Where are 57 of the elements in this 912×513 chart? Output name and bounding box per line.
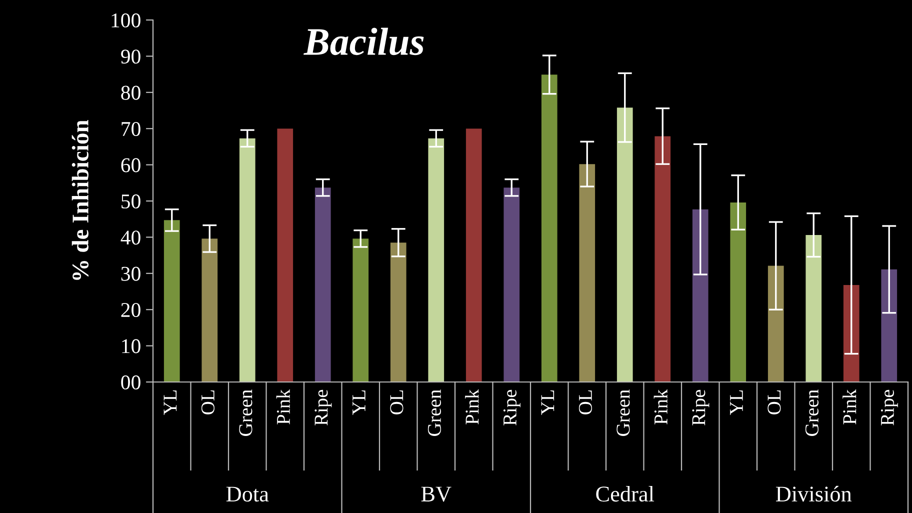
x-tick-label: YL bbox=[352, 390, 366, 415]
bar bbox=[730, 202, 746, 382]
x-tick-label: Ripe bbox=[503, 390, 520, 426]
x-tick-label: Green bbox=[805, 390, 818, 436]
chart-title: Bacilus bbox=[304, 28, 424, 56]
bar bbox=[579, 164, 596, 382]
x-tick-label: Green bbox=[428, 390, 441, 436]
bar bbox=[692, 209, 708, 382]
x-tick-label: YL bbox=[164, 390, 177, 415]
x-tick-label: Ripe bbox=[880, 390, 898, 426]
x-tick-label: OL bbox=[578, 390, 592, 414]
bar bbox=[428, 138, 444, 382]
y-tick-label: 20 bbox=[121, 302, 140, 318]
bar bbox=[881, 269, 898, 382]
x-tick-label: Green bbox=[616, 390, 630, 436]
y-tick-label: 10 bbox=[122, 339, 140, 354]
bar bbox=[843, 284, 860, 382]
bar bbox=[541, 74, 558, 382]
bar bbox=[654, 136, 671, 382]
bar bbox=[202, 238, 218, 382]
text: Cedral bbox=[596, 486, 654, 502]
x-tick-label: Green bbox=[239, 390, 252, 436]
y-tick-label: 30 bbox=[121, 266, 140, 281]
y-tick-label: 50 bbox=[122, 194, 140, 208]
bar bbox=[768, 266, 784, 382]
bar bbox=[239, 138, 256, 382]
x-tick-label: Pink bbox=[465, 389, 479, 424]
y-tick-label: 90 bbox=[121, 50, 140, 64]
y-tick-label: 40 bbox=[120, 230, 140, 245]
text: BV bbox=[421, 486, 452, 502]
x-tick-label: YL bbox=[541, 390, 554, 415]
y-tick-label: 00 bbox=[121, 375, 140, 390]
text: División bbox=[776, 486, 852, 502]
y-axis-title: % de Inhibición bbox=[72, 120, 89, 280]
bar bbox=[277, 128, 294, 382]
x-tick-label: Pink bbox=[654, 389, 668, 424]
bar bbox=[390, 242, 406, 382]
bar bbox=[806, 235, 822, 382]
x-tick-label: YL bbox=[730, 390, 743, 415]
x-tick-label: Ripe bbox=[314, 390, 332, 426]
x-tick-label: OL bbox=[768, 390, 781, 414]
bar bbox=[616, 108, 633, 382]
y-tick-label: 70 bbox=[122, 122, 140, 136]
x-tick-label: OL bbox=[390, 390, 404, 414]
bar bbox=[504, 188, 520, 382]
x-tick-label: OL bbox=[201, 390, 214, 414]
y-tick-label: 60 bbox=[121, 158, 140, 172]
x-tick-label: Pink bbox=[276, 389, 290, 424]
text: Dota bbox=[226, 486, 269, 502]
x-tick-label: Ripe bbox=[692, 390, 710, 426]
y-tick-label: 100 bbox=[112, 13, 140, 28]
bar bbox=[164, 220, 180, 382]
bar bbox=[466, 128, 482, 382]
x-tick-label: Pink bbox=[842, 389, 856, 424]
y-tick-label: 80 bbox=[121, 86, 140, 100]
bar bbox=[352, 238, 369, 382]
bar bbox=[314, 188, 331, 382]
